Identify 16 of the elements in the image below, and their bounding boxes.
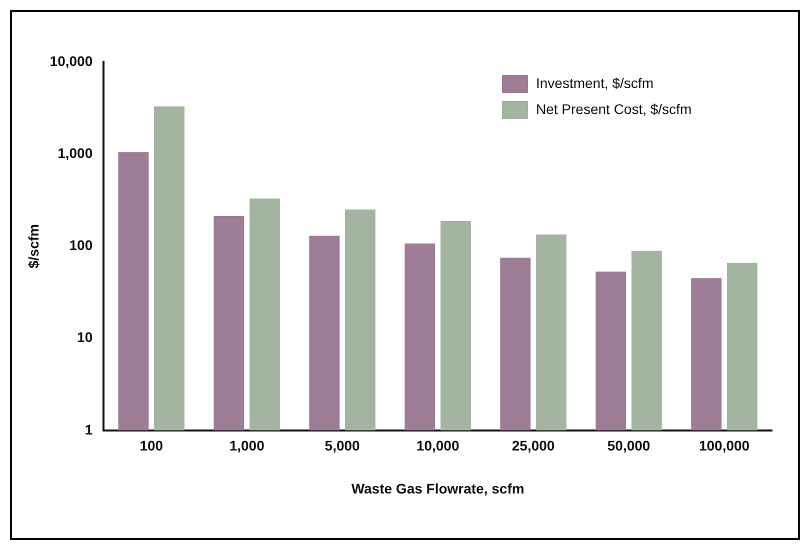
x-tick-label: 5,000 <box>324 438 360 454</box>
x-tick-label: 100,000 <box>698 438 750 454</box>
x-tick-label: 50,000 <box>607 438 650 454</box>
x-tick-label: 25,000 <box>512 438 555 454</box>
y-tick-label: 1 <box>84 421 93 438</box>
y-tick-label: 1,000 <box>58 144 93 161</box>
x-tick-label: 100 <box>140 438 164 454</box>
y-tick-label: 10,000 <box>50 52 93 69</box>
y-tick-label: 10 <box>77 329 93 346</box>
legend-label: Net Present Cost, $/scfm <box>536 100 692 117</box>
x-tick-label: 10,000 <box>416 438 460 454</box>
x-axis-title: Waste Gas Flowrate, scfm <box>351 480 524 496</box>
y-axis-title: $/scfm <box>25 224 42 268</box>
x-tick-label: 1,000 <box>229 438 265 454</box>
y-tick-label: 100 <box>69 237 93 254</box>
legend-label: Investment, $/scfm <box>536 74 654 91</box>
